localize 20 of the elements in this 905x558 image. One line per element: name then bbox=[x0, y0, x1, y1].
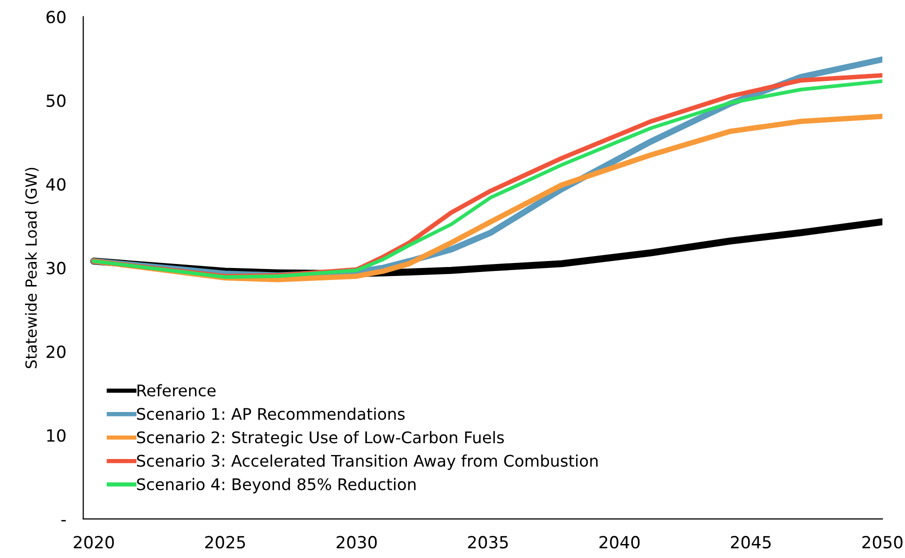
legend-label: Scenario 4: Beyond 85% Reduction bbox=[137, 478, 416, 494]
y-tick-label: 30 bbox=[46, 262, 66, 274]
x-tick-label: 2020 bbox=[74, 536, 114, 549]
x-tick-label: 2050 bbox=[862, 536, 902, 549]
y-axis-title: Statewide Peak Load (GW) bbox=[25, 168, 39, 368]
x-tick-label: 2030 bbox=[336, 536, 377, 549]
y-tick-label: 50 bbox=[46, 94, 66, 108]
x-tick-label: 2045 bbox=[730, 536, 771, 549]
legend-label: Scenario 3: Accelerated Transition Away from Combustion bbox=[137, 454, 598, 470]
y-tick-label: 10 bbox=[47, 429, 66, 442]
legend-label: Scenario 2: Strategic Use of Low-Carbon Fuels bbox=[137, 431, 504, 446]
y-tick-label: 40 bbox=[46, 178, 66, 191]
y-tick-label: - bbox=[61, 520, 66, 522]
y-tick-label: 60 bbox=[46, 10, 66, 24]
x-tick-label: 2025 bbox=[205, 536, 245, 549]
legend-label: Scenario 1: AP Recommendations bbox=[137, 408, 405, 420]
x-tick-label: 2040 bbox=[600, 536, 640, 549]
y-tick-label: 20 bbox=[46, 346, 66, 358]
legend-label: Reference bbox=[138, 384, 216, 397]
x-tick-label: 2035 bbox=[468, 536, 508, 549]
